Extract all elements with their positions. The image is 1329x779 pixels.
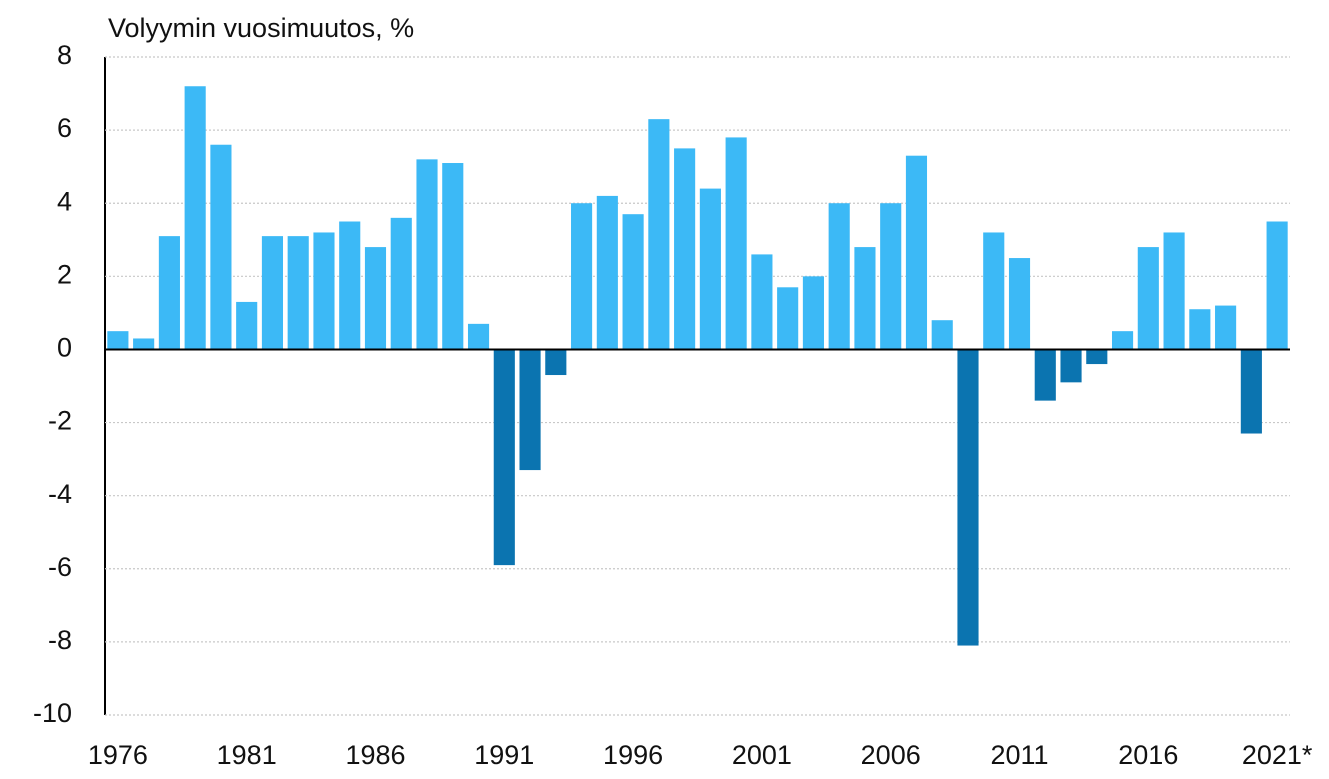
bar [596,195,618,350]
bar [957,349,979,646]
bar [1111,331,1134,350]
bar [339,221,361,350]
bar [261,236,284,350]
x-tick-label: 1981 [217,740,277,770]
y-tick-label: -4 [48,479,72,509]
bar [622,214,644,350]
bar [107,331,129,350]
y-tick-label: 8 [57,40,72,70]
x-tick-label: 1986 [345,740,405,770]
bar [983,232,1005,350]
bar [1086,349,1108,365]
bar [184,86,206,350]
bar [571,203,593,350]
y-tick-label: -6 [48,552,72,582]
bar [1163,232,1185,350]
bar [519,349,541,471]
x-tick-label: 2016 [1118,740,1178,770]
bar [467,323,490,350]
bar [1189,309,1211,350]
y-tick-label: 4 [57,186,72,216]
y-tick-label: -2 [48,406,72,436]
x-tick-label: 1976 [88,740,148,770]
y-tick-label: -8 [48,625,72,655]
y-tick-label: 0 [57,333,72,363]
x-tick-label: 2006 [861,740,921,770]
bar [313,232,335,350]
x-tick-label: 2011 [990,740,1048,770]
bar [545,349,567,376]
bar [674,148,696,350]
bar [777,287,799,350]
bar [802,276,824,350]
bar [1137,247,1159,350]
y-tick-label: 6 [57,113,72,143]
bar [210,144,232,350]
bar [931,320,953,350]
y-tick-label: 2 [57,259,72,289]
bar [880,203,902,350]
bar [158,236,180,350]
bar [390,217,412,350]
bar [442,163,464,350]
bar [854,247,876,350]
bar [699,188,721,350]
bar [1034,349,1056,401]
bar [416,159,438,350]
bar [828,203,850,350]
x-tick-label: 1991 [474,740,534,770]
bar [1060,349,1082,383]
y-tick-label: -10 [33,698,72,728]
bar [236,301,258,350]
bar [751,254,773,350]
x-tick-label: 2021* [1242,740,1313,770]
chart-title: Volyymin vuosimuutos, % [108,13,414,43]
bar [493,349,515,566]
x-tick-label: 2001 [732,740,792,770]
bar [905,155,928,350]
bar [725,137,747,350]
bar [133,338,155,350]
bar [648,119,670,350]
x-tick-label: 1996 [603,740,663,770]
bar [1008,258,1031,350]
bar [1215,305,1237,350]
bar [1266,221,1288,350]
bar [287,236,309,350]
bar [364,247,387,350]
bar [1240,349,1262,434]
